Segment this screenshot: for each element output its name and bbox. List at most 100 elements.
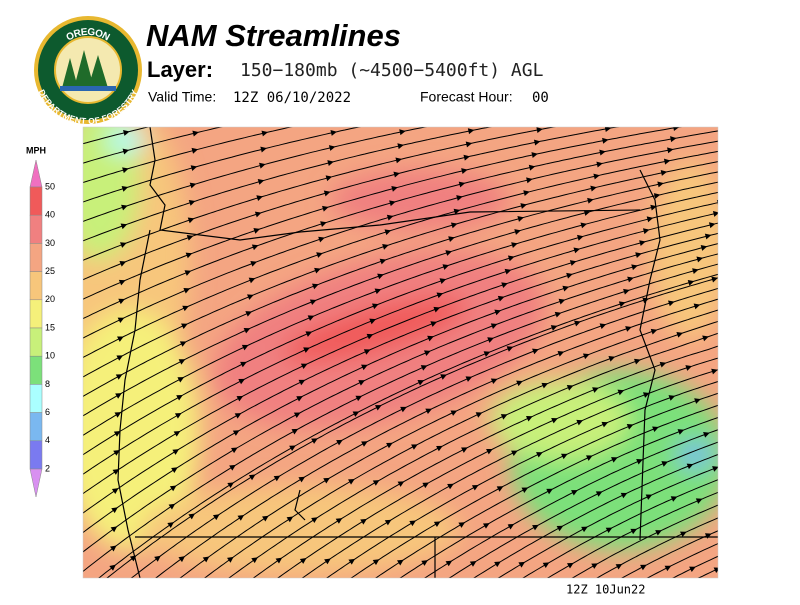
stream-arrow [532, 524, 539, 531]
streamline [546, 491, 718, 578]
stream-arrow [582, 353, 590, 360]
streamline [448, 441, 718, 578]
stream-arrow [694, 398, 701, 404]
streamline [179, 309, 718, 578]
stream-arrow [253, 228, 261, 234]
stream-arrow [178, 359, 186, 365]
field-yellowgreen [83, 127, 140, 260]
stream-arrow [561, 453, 568, 460]
stream-arrow [645, 494, 653, 500]
stream-arrow [610, 103, 616, 109]
stream-arrow [311, 438, 318, 444]
stream-arrow [352, 411, 360, 417]
stream-arrow [229, 464, 236, 471]
stream-arrow [580, 222, 588, 229]
stream-arrow [604, 127, 612, 132]
stream-arrow [129, 555, 137, 562]
stream-arrow [456, 195, 463, 201]
stream-arrow [511, 242, 518, 248]
stream-arrow [685, 365, 693, 371]
stream-arrow [469, 561, 477, 567]
stream-arrow [188, 513, 196, 520]
stream-arrow [700, 245, 708, 251]
stream-arrow [111, 507, 118, 514]
stream-arrow [586, 455, 593, 461]
stream-arrow [601, 421, 609, 428]
stream-arrow [112, 469, 120, 475]
stream-arrow [626, 424, 634, 430]
stream-arrow [417, 380, 425, 386]
stream-arrow [642, 228, 650, 235]
stream-arrow [397, 481, 405, 487]
stream-arrow [305, 331, 313, 337]
streamline [98, 273, 718, 578]
stream-arrow [118, 279, 126, 286]
stream-arrow [591, 563, 598, 569]
stream-arrow [397, 143, 404, 150]
stream-arrow [724, 178, 730, 184]
stream-arrow [232, 430, 240, 436]
logo-water [60, 86, 116, 91]
logo-trees [62, 50, 108, 88]
stream-arrow [712, 210, 718, 217]
colorbar-label: 8 [45, 379, 50, 389]
stream-arrow [576, 419, 584, 426]
stream-arrow [599, 323, 607, 330]
stream-arrow [445, 250, 453, 256]
stream-arrow [475, 412, 483, 418]
stream-arrow [436, 445, 443, 452]
stream-arrow [551, 417, 558, 424]
stream-arrow [494, 561, 501, 568]
stream-arrow [442, 264, 450, 270]
stream-arrow [121, 204, 128, 211]
streamline [672, 555, 718, 578]
stream-arrow [471, 484, 479, 491]
stream-arrow [171, 467, 178, 474]
stream-arrow [713, 567, 718, 573]
stream-arrow [348, 478, 355, 485]
stream-arrow [566, 385, 574, 391]
stream-arrow [735, 145, 741, 151]
colorbar: 50 40 30 25 20 15 10 8 6 4 2 [29, 159, 55, 498]
stream-arrow [401, 115, 407, 121]
logo-top-path: OREGON [64, 26, 111, 43]
field-yellowgreen [490, 380, 630, 460]
stream-arrow [458, 522, 466, 528]
streamline [83, 127, 620, 281]
field-orange [650, 160, 718, 340]
stream-arrow [328, 145, 336, 151]
stream-arrow [173, 431, 181, 437]
colorbar-swatch [29, 355, 43, 385]
stream-arrow [248, 277, 256, 284]
stream-arrow [374, 405, 382, 411]
stream-arrow [729, 435, 736, 441]
stream-arrow [678, 103, 684, 109]
stream-arrow [262, 515, 269, 522]
streamline [83, 150, 718, 359]
stream-arrow [251, 557, 258, 564]
stream-arrow [260, 146, 267, 153]
streamline [228, 332, 718, 578]
stream-arrow [323, 477, 330, 484]
stream-arrow [366, 333, 374, 340]
stream-arrow [238, 378, 246, 385]
colorbar-label: 6 [45, 407, 50, 417]
stream-arrow [111, 488, 119, 494]
colorbar-label: 15 [45, 322, 55, 332]
stream-arrow [539, 115, 545, 121]
colorbar-swatch [29, 412, 43, 442]
stream-arrow [482, 523, 490, 529]
stream-arrow [248, 474, 256, 481]
stream-arrow [202, 556, 210, 563]
streamline [83, 212, 718, 475]
colorbar-swatch [29, 440, 43, 470]
stream-arrow [113, 431, 121, 437]
stream-arrow [517, 216, 524, 222]
stream-arrow [627, 276, 634, 283]
stream-arrow [693, 303, 701, 310]
stream-arrow [355, 395, 363, 402]
title: NAM Streamlines [146, 18, 401, 53]
stream-arrow [300, 363, 308, 370]
stream-arrow [411, 444, 418, 450]
stream-arrow [525, 416, 533, 422]
